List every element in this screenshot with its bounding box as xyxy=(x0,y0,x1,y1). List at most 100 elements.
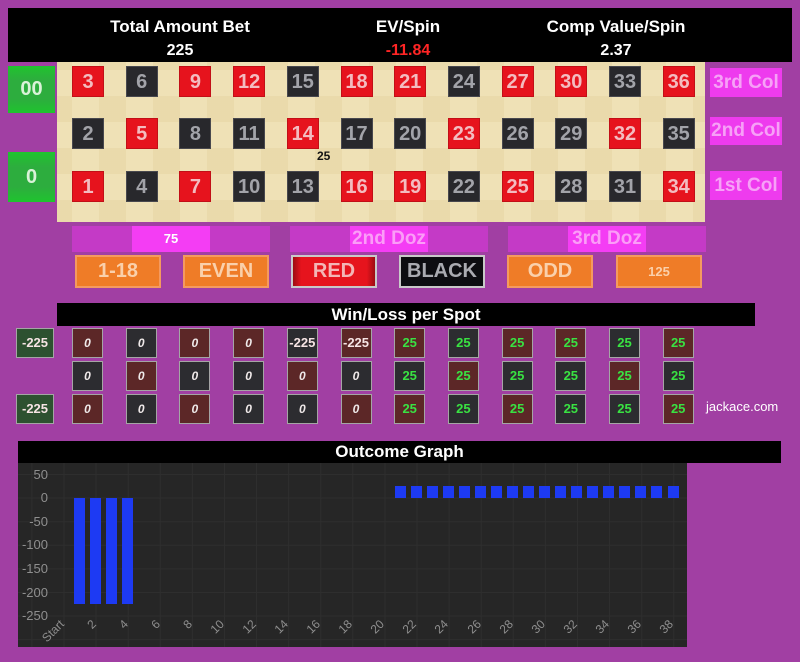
dozen-bet-3[interactable]: 3rd Doz xyxy=(508,226,706,252)
winloss-cell: 25 xyxy=(662,394,694,424)
number-cell-18[interactable]: 18 xyxy=(340,66,373,97)
chart-bar xyxy=(491,485,503,498)
winloss-cell: 0 xyxy=(286,361,318,391)
number-cell-12[interactable]: 12 xyxy=(233,66,266,97)
number-cell-35[interactable]: 35 xyxy=(662,118,695,149)
number-cell-33[interactable]: 33 xyxy=(609,66,641,97)
number-cell-24[interactable]: 24 xyxy=(447,66,480,97)
y-axis-tick-label: -100 xyxy=(21,537,48,553)
dozen-bet-1[interactable]: 75 xyxy=(72,226,270,252)
chart-bar xyxy=(603,485,615,498)
number-cell-15[interactable]: 15 xyxy=(286,66,319,97)
column-bet-3rd-col[interactable]: 3rd Col xyxy=(710,68,782,97)
number-cell-36[interactable]: 36 xyxy=(662,66,695,97)
winloss-cell: 0 xyxy=(340,394,372,424)
number-cell-19[interactable]: 19 xyxy=(394,171,427,202)
winloss-cell: 25 xyxy=(394,361,426,391)
number-cell-9[interactable]: 9 xyxy=(179,66,212,97)
number-cell-3[interactable]: 3 xyxy=(72,66,104,97)
stat-ev-per-spin: EV/Spin -11.84 xyxy=(296,17,520,60)
chart-bar xyxy=(410,485,422,498)
number-cell-26[interactable]: 26 xyxy=(501,118,534,149)
number-cell-4[interactable]: 4 xyxy=(125,171,158,202)
outside-bet-red[interactable]: RED xyxy=(291,255,377,288)
corner-bet-chip[interactable]: 25 xyxy=(317,149,331,163)
winloss-cell: 25 xyxy=(609,328,640,358)
number-cell-7[interactable]: 7 xyxy=(179,171,212,202)
roulette-felt[interactable]: 3 6 9 12 15 18 21 24 27 30 33 36 2 5 8 11 14 17 20 23 26 29 32… xyxy=(57,62,705,222)
number-cell-25[interactable]: 25 xyxy=(501,171,534,202)
chart-bar xyxy=(587,485,599,498)
stat-value: 225 xyxy=(166,42,194,59)
winloss-cell: 25 xyxy=(609,361,640,391)
number-cell-17[interactable]: 17 xyxy=(340,118,373,149)
chart-bar xyxy=(426,485,438,498)
number-cell-14[interactable]: 14 xyxy=(286,118,319,149)
dozen-bet-2[interactable]: 2nd Doz xyxy=(290,226,488,252)
x-axis-tick-label: 28 xyxy=(496,617,516,637)
winloss-cell: 0 xyxy=(340,361,372,391)
number-cell-10[interactable]: 10 xyxy=(233,171,266,202)
chart-bar xyxy=(74,498,86,605)
winloss-cell: 0 xyxy=(286,394,318,424)
chart-bar xyxy=(475,485,487,498)
number-cell-20[interactable]: 20 xyxy=(394,118,427,149)
x-axis-tick-label: 20 xyxy=(367,617,388,637)
winloss-cell: 0 xyxy=(233,361,265,391)
x-axis-tick-label: 38 xyxy=(656,617,676,637)
number-cell-28[interactable]: 28 xyxy=(555,171,588,202)
winloss-cell: 25 xyxy=(501,394,533,424)
x-axis-tick-label: 16 xyxy=(303,617,324,637)
chart-bar xyxy=(442,485,454,498)
number-cell-8[interactable]: 8 xyxy=(179,118,212,149)
number-cell-21[interactable]: 21 xyxy=(394,66,427,97)
number-cell-5[interactable]: 5 xyxy=(125,118,158,149)
number-cell-16[interactable]: 16 xyxy=(340,171,373,202)
outside-bet-even[interactable]: EVEN xyxy=(183,255,269,288)
outside-bet-125[interactable]: 125 xyxy=(616,255,702,288)
winloss-cell: 0 xyxy=(72,394,103,424)
y-axis-tick-label: 50 xyxy=(33,466,48,482)
x-axis-tick-label: 32 xyxy=(560,617,580,637)
y-axis-tick-label: -50 xyxy=(29,513,48,529)
winloss-cell: 0 xyxy=(179,328,211,358)
winloss-cell: 25 xyxy=(394,394,426,424)
outside-bet-black[interactable]: BLACK xyxy=(399,255,485,288)
outside-bet-1-18[interactable]: 1-18 xyxy=(75,255,161,288)
x-axis-tick-label: 26 xyxy=(464,617,484,637)
number-cell-11[interactable]: 11 xyxy=(233,118,266,149)
chart-bar xyxy=(394,485,406,498)
watermark-link[interactable]: jackace.com xyxy=(706,399,779,414)
number-cell-22[interactable]: 22 xyxy=(447,171,480,202)
number-cell-27[interactable]: 27 xyxy=(501,66,534,97)
number-cell-29[interactable]: 29 xyxy=(555,118,588,149)
number-cell-6[interactable]: 6 xyxy=(125,66,158,97)
x-axis-tick-label: 36 xyxy=(624,617,644,637)
number-cell-30[interactable]: 30 xyxy=(555,66,588,97)
column-bet-1st-col[interactable]: 1st Col xyxy=(710,171,782,200)
chart-bar xyxy=(667,485,679,498)
winloss-cell: 25 xyxy=(447,328,479,358)
column-bet-2nd-col[interactable]: 2nd Col xyxy=(710,117,782,145)
winloss-cell: 0 xyxy=(125,361,157,391)
stat-label: Total Amount Bet xyxy=(110,17,250,36)
number-cell-23[interactable]: 23 xyxy=(447,118,480,149)
number-cell-1[interactable]: 1 xyxy=(72,171,104,202)
winloss-cell: 0 xyxy=(179,394,211,424)
winloss-cell: 25 xyxy=(555,394,587,424)
number-cell-0[interactable]: 0 xyxy=(8,152,55,202)
x-axis-tick-label: 18 xyxy=(335,617,356,637)
outside-bet-odd[interactable]: ODD xyxy=(507,255,593,288)
number-cell-2[interactable]: 2 xyxy=(72,118,104,149)
number-cell-32[interactable]: 32 xyxy=(609,118,641,149)
winloss-cell: 0 xyxy=(125,394,157,424)
chart-bar xyxy=(555,485,567,498)
number-cell-13[interactable]: 13 xyxy=(286,171,319,202)
winloss-cell: 0 xyxy=(125,328,157,358)
number-cell-00[interactable]: 00 xyxy=(8,66,55,113)
number-cell-31[interactable]: 31 xyxy=(609,171,641,202)
winloss-cell: 25 xyxy=(662,328,694,358)
number-cell-34[interactable]: 34 xyxy=(662,171,695,202)
winloss-cell: 0 xyxy=(72,361,103,391)
